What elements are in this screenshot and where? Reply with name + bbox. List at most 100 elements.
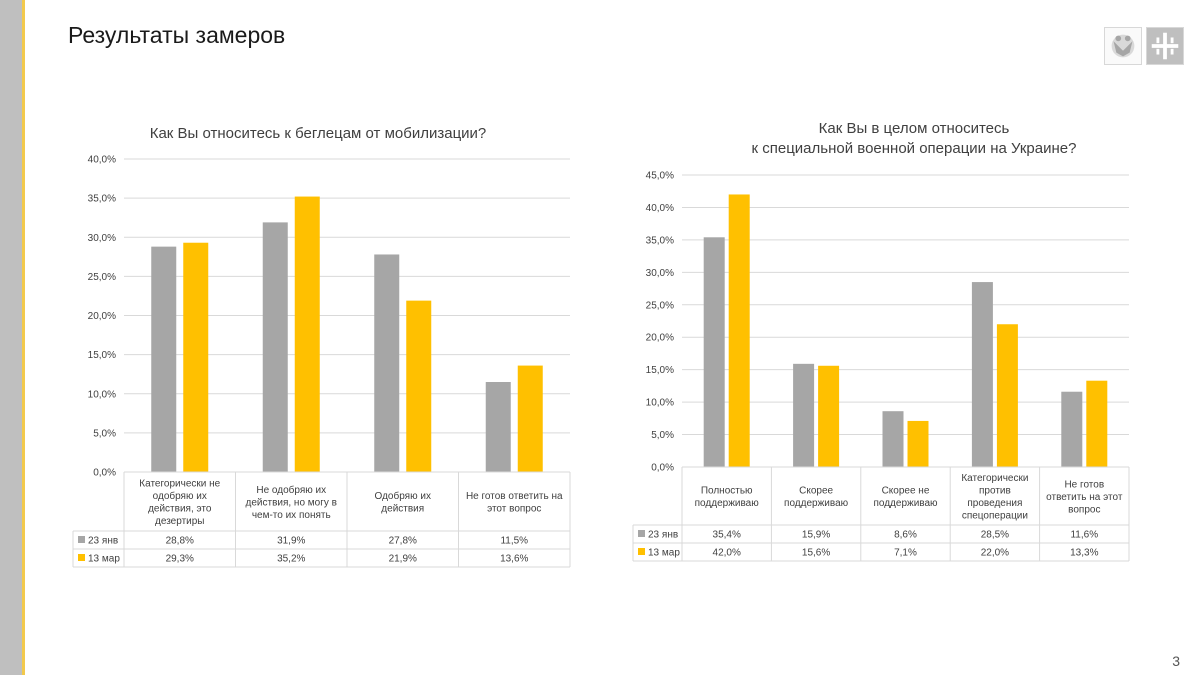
- category-label: Категорически не: [139, 479, 220, 490]
- data-label: 21,9%: [389, 554, 417, 565]
- category-label: Полностью: [701, 486, 753, 497]
- data-label: 22,0%: [981, 548, 1009, 559]
- bar-mar: [517, 365, 543, 472]
- y-tick-label: 35,0%: [646, 235, 674, 246]
- bar-jan: [151, 246, 177, 472]
- eagle-emblem-icon: [1104, 27, 1142, 65]
- data-label: 28,5%: [981, 530, 1009, 541]
- sidebar-accent-line: [22, 0, 25, 675]
- data-label: 15,9%: [802, 530, 830, 541]
- cross-emblem-icon: [1146, 27, 1184, 65]
- category-label: проведения: [967, 498, 1022, 509]
- chart-title: Как Вы относитесь к беглецам от мобилиза…: [150, 125, 487, 142]
- bar-mar: [818, 365, 840, 467]
- category-label: этот вопрос: [487, 504, 541, 515]
- category-label: Скорее: [799, 486, 833, 497]
- legend-swatch-mar: [638, 548, 645, 555]
- bar-mar: [728, 194, 750, 467]
- bar-mar: [907, 420, 929, 467]
- bar-mar: [294, 196, 320, 472]
- data-label: 35,2%: [277, 554, 305, 565]
- bar-mar: [1086, 380, 1108, 467]
- legend-label: 23 янв: [648, 530, 678, 541]
- data-label: 29,3%: [166, 554, 194, 565]
- bar-jan: [971, 282, 993, 467]
- y-tick-label: 10,0%: [646, 398, 674, 409]
- y-tick-label: 15,0%: [88, 350, 116, 361]
- legend-label: 13 мар: [648, 548, 680, 559]
- y-tick-label: 10,0%: [88, 389, 116, 400]
- bar-jan: [262, 222, 288, 472]
- category-label: против: [979, 486, 1011, 497]
- legend-swatch-jan: [638, 530, 645, 537]
- y-tick-label: 35,0%: [88, 194, 116, 205]
- category-label: действия, это: [148, 504, 212, 515]
- y-tick-label: 5,0%: [651, 430, 674, 441]
- y-tick-label: 20,0%: [88, 311, 116, 322]
- data-label: 31,9%: [277, 536, 305, 547]
- y-tick-label: 5,0%: [93, 428, 116, 439]
- sidebar-stripe: [0, 0, 22, 675]
- category-label: Категорически: [961, 473, 1028, 484]
- data-label: 15,6%: [802, 548, 830, 559]
- data-label: 7,1%: [894, 548, 917, 559]
- category-label: дезертиры: [155, 516, 204, 527]
- category-label: действия, но могу в: [246, 497, 337, 508]
- chart-title: к специальной военной операции на Украин…: [752, 140, 1077, 157]
- y-tick-label: 40,0%: [646, 203, 674, 214]
- category-label: действия: [381, 504, 424, 515]
- y-tick-label: 30,0%: [88, 233, 116, 244]
- data-table: [632, 466, 1130, 562]
- category-label: одобряю их: [153, 490, 207, 502]
- y-tick-label: 0,0%: [651, 463, 674, 474]
- bar-jan: [1061, 391, 1083, 467]
- bar-jan: [374, 254, 400, 472]
- bar-jan: [485, 382, 511, 472]
- legend-swatch-mar: [78, 554, 85, 561]
- category-label: вопрос: [1068, 504, 1100, 515]
- y-tick-label: 30,0%: [646, 268, 674, 279]
- category-label: спецоперации: [962, 511, 1028, 522]
- data-label: 42,0%: [713, 548, 741, 559]
- category-label: Не одобряю их: [256, 484, 326, 496]
- data-label: 35,4%: [713, 530, 741, 541]
- y-tick-label: 20,0%: [646, 333, 674, 344]
- data-label: 28,8%: [166, 536, 194, 547]
- page-number: 3: [1172, 653, 1180, 669]
- bar-mar: [406, 300, 432, 472]
- data-label: 13,6%: [500, 554, 528, 565]
- bar-jan: [793, 363, 815, 467]
- y-tick-label: 0,0%: [93, 468, 116, 479]
- y-tick-label: 45,0%: [646, 171, 674, 182]
- category-label: Одобряю их: [375, 490, 431, 502]
- bar-mar: [183, 242, 209, 472]
- category-label: поддерживаю: [695, 498, 760, 509]
- legend-label: 13 мар: [88, 554, 120, 565]
- bar-mar: [996, 324, 1018, 467]
- data-table: [72, 471, 571, 568]
- data-label: 27,8%: [389, 536, 417, 547]
- category-label: поддерживаю: [784, 498, 849, 509]
- data-label: 11,5%: [500, 536, 528, 547]
- category-label: ответить на этот: [1046, 492, 1123, 503]
- y-tick-label: 25,0%: [646, 300, 674, 311]
- category-label: Скорее не: [882, 486, 930, 497]
- bar-jan: [882, 411, 904, 467]
- logo-group: [1104, 27, 1184, 65]
- y-tick-label: 40,0%: [88, 155, 116, 166]
- legend-swatch-jan: [78, 536, 85, 543]
- category-label: Не готов: [1064, 479, 1104, 490]
- category-label: чем-то их понять: [252, 510, 331, 521]
- page-title: Результаты замеров: [68, 22, 286, 48]
- y-tick-label: 15,0%: [646, 365, 674, 376]
- category-label: Не готов ответить на: [466, 491, 563, 502]
- y-tick-label: 25,0%: [88, 272, 116, 283]
- data-label: 13,3%: [1070, 548, 1098, 559]
- data-label: 8,6%: [894, 530, 917, 541]
- category-label: поддерживаю: [873, 498, 938, 509]
- bar-jan: [703, 237, 725, 467]
- chart-title: Как Вы в целом относитесь: [819, 120, 1010, 137]
- data-label: 11,6%: [1070, 530, 1098, 541]
